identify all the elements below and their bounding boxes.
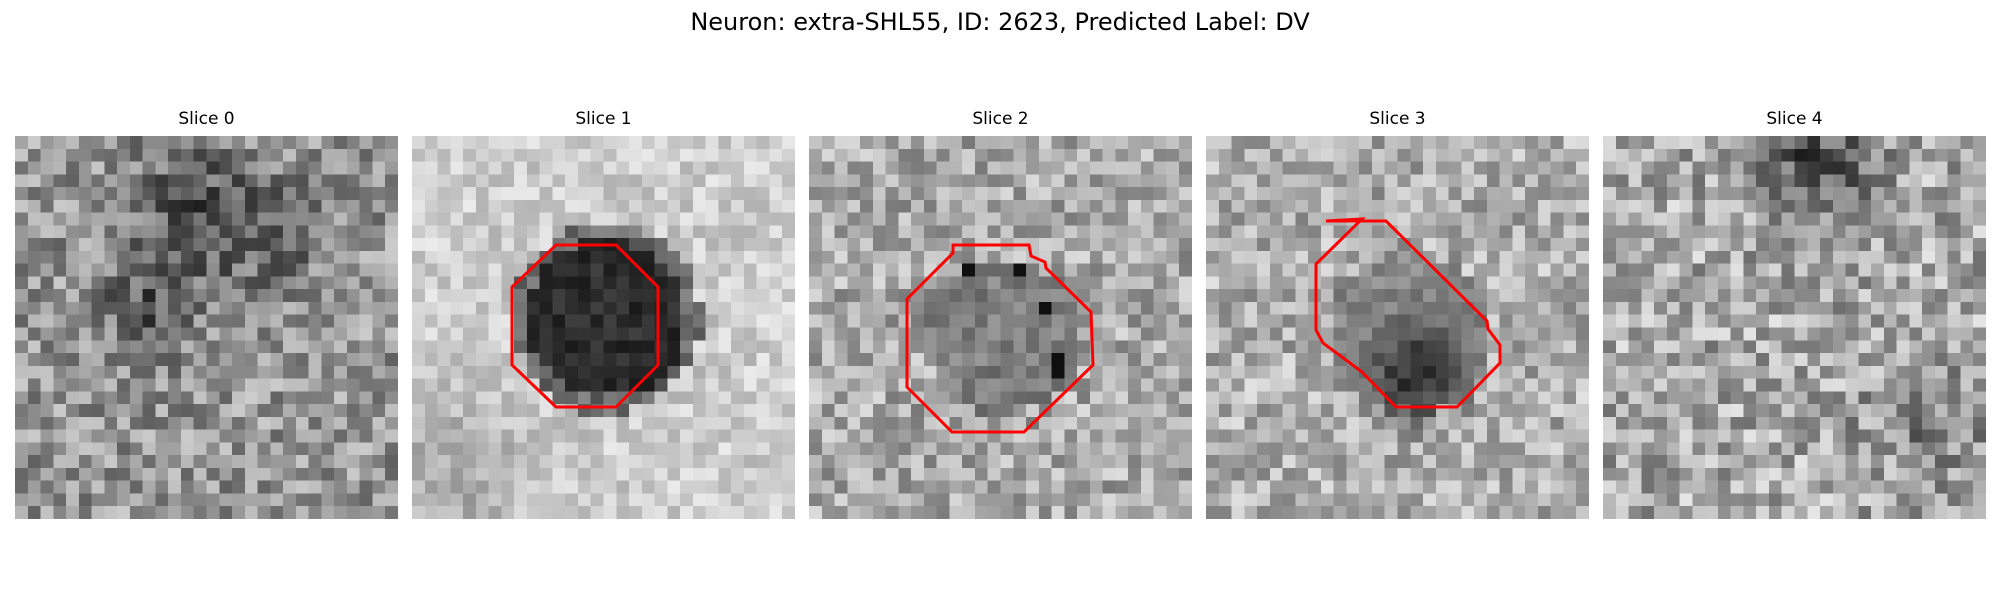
grayscale-pixel-grid [809, 136, 1192, 519]
grayscale-pixel-grid [412, 136, 795, 519]
grayscale-pixel-grid [1603, 136, 1986, 519]
slice-title: Slice 4 [1766, 109, 1823, 129]
cell-contour [510, 243, 660, 409]
slice-panel-0: Slice 0 [15, 108, 398, 519]
slice-title: Slice 1 [575, 109, 632, 129]
figure-title: Neuron: extra-SHL55, ID: 2623, Predicted… [690, 8, 1310, 36]
slice-panel-3: Slice 3 [1206, 108, 1589, 519]
cell-contour [1314, 217, 1502, 409]
slice-image [1206, 136, 1589, 519]
slice-image [412, 136, 795, 519]
cell-contour-outline [1314, 217, 1502, 409]
grayscale-pixel-grid [15, 136, 398, 519]
cell-contour-outline [510, 243, 660, 409]
grayscale-pixel-grid [1206, 136, 1589, 519]
slice-title: Slice 2 [972, 109, 1029, 129]
slice-panel-2: Slice 2 [809, 108, 1192, 519]
slice-title: Slice 0 [178, 109, 235, 129]
slice-panel-1: Slice 1 [412, 108, 795, 519]
cell-contour [905, 243, 1095, 434]
cell-contour-outline [905, 243, 1095, 434]
slice-image [15, 136, 398, 519]
slice-panel-4: Slice 4 [1603, 108, 1986, 519]
slice-image [1603, 136, 1986, 519]
slice-title: Slice 3 [1369, 109, 1426, 129]
slice-image [809, 136, 1192, 519]
